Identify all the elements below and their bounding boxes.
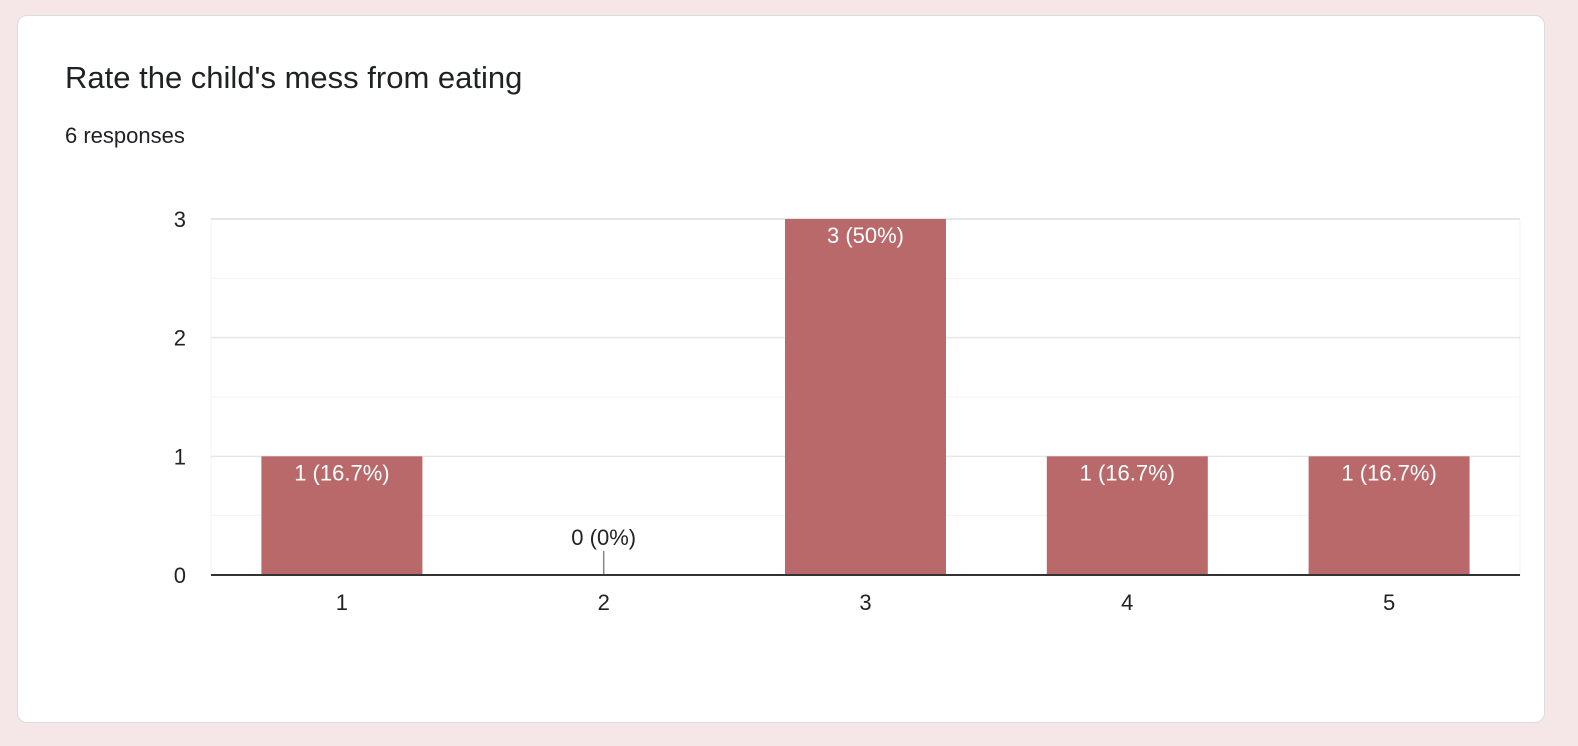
x-tick-label: 4 — [1121, 590, 1133, 615]
y-tick-label: 3 — [174, 207, 186, 232]
question-title: Rate the child's mess from eating — [65, 60, 523, 95]
bar-data-label: 1 (16.7%) — [1080, 460, 1175, 485]
bar — [1308, 456, 1470, 575]
bar-chart: 0 1 2 3 1 (16.7%) 1 0 (0%) 2 3 (50%) 3 1 (16.7%) 4 1… — [174, 207, 1521, 615]
bar-data-label: 3 (50%) — [827, 223, 904, 248]
bar — [261, 456, 423, 575]
bar — [1046, 456, 1208, 575]
chart-card: Rate the child's mess from eating 6 resp… — [17, 15, 1545, 723]
bar-data-label: 1 (16.7%) — [294, 460, 389, 485]
bar — [785, 219, 946, 575]
y-tick-label: 1 — [174, 444, 186, 469]
x-tick-label: 5 — [1383, 590, 1395, 615]
y-tick-label: 0 — [174, 563, 186, 588]
x-tick-label: 2 — [598, 590, 610, 615]
y-tick-label: 2 — [174, 326, 186, 351]
response-count: 6 responses — [65, 123, 185, 148]
bar-data-label: 1 (16.7%) — [1341, 460, 1436, 485]
bar-data-label: 0 (0%) — [571, 525, 636, 550]
x-tick-label: 3 — [859, 590, 871, 615]
x-tick-label: 1 — [336, 590, 348, 615]
